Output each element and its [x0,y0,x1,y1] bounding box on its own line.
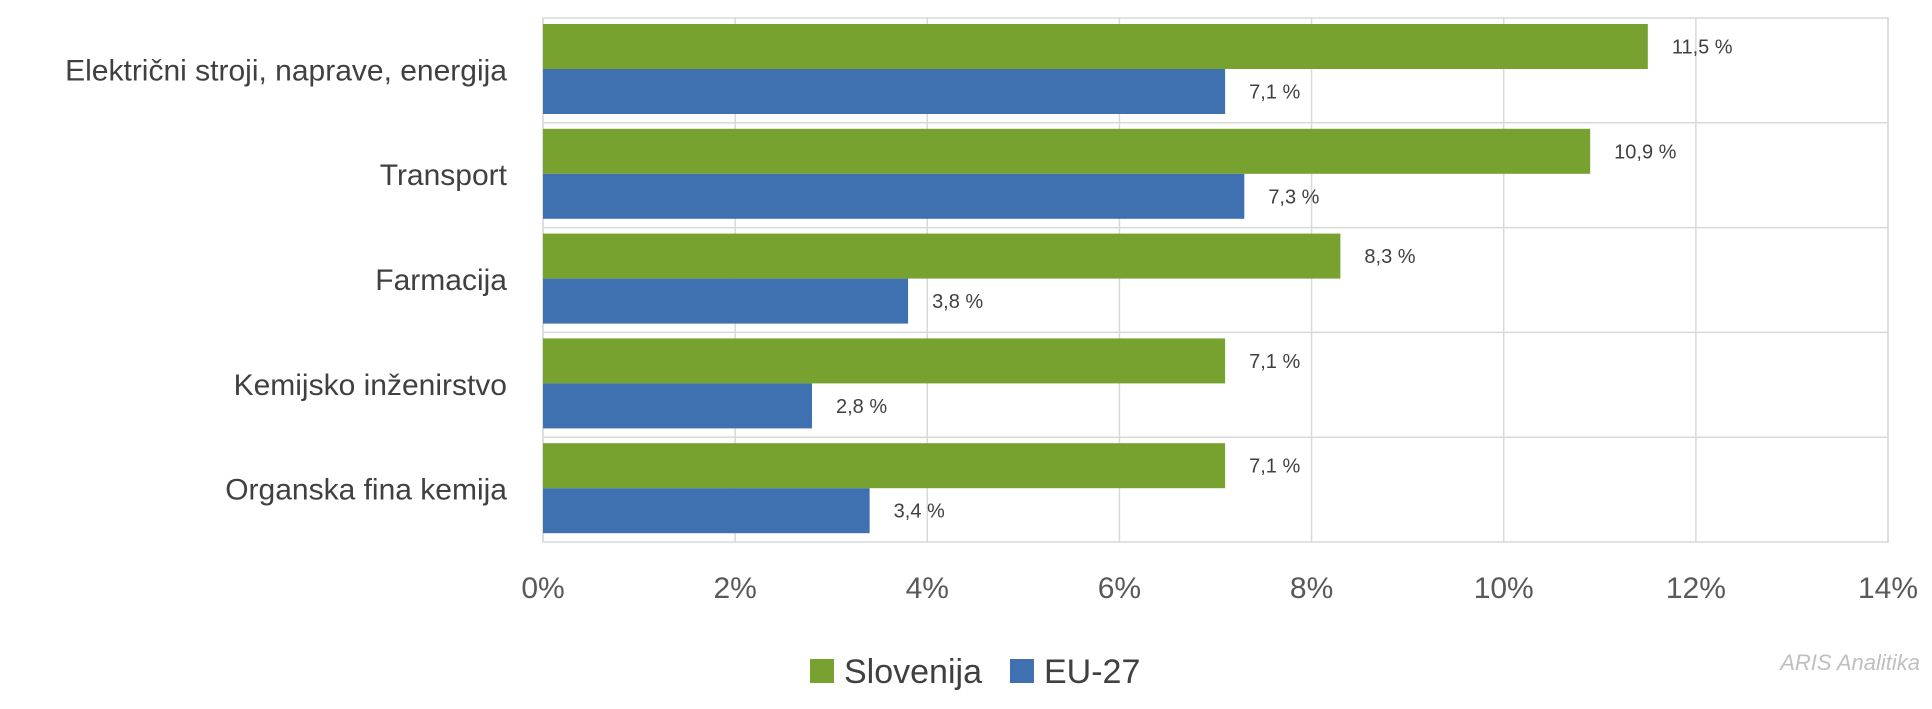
bar-value-label: 7,1 % [1249,351,1300,373]
bar-eu27 [543,278,909,324]
bar-eu27 [543,69,1226,114]
bar-value-label: 3,4 % [894,501,945,523]
x-tick-label: 4% [906,572,949,605]
x-tick-label: 14% [1858,572,1918,605]
category-label: Organska fina kemija [225,474,507,507]
bar-eu27 [543,173,1245,219]
bar-value-label: 7,1 % [1249,82,1300,104]
legend: Slovenija EU-27 [810,653,1140,691]
bar-value-label: 7,1 % [1249,456,1300,478]
watermark: ARIS Analitika [1778,650,1920,675]
data-labels: 11,5 % 7,1 % 10,9 % 7,3 % 8,3 % 3,8 % 7,1 % 2,8… [836,37,1733,523]
bar-value-label: 10,9 % [1614,141,1676,163]
bar-value-label: 7,3 % [1268,186,1319,208]
legend-swatch [810,659,834,683]
x-tick-label: 12% [1666,572,1726,605]
legend-swatch [1009,659,1034,683]
x-tick-label: 8% [1290,572,1333,605]
x-tick-label: 6% [1098,572,1141,605]
category-label: Kemijsko inženirstvo [234,369,507,402]
x-tick-label: 2% [713,572,756,605]
bar-value-label: 8,3 % [1364,246,1415,268]
category-label: Transport [380,159,508,192]
bar-value-label: 3,8 % [932,291,983,313]
bar-eu27 [543,488,870,534]
legend-label: Slovenija [844,653,982,691]
bars [543,24,1648,534]
bar-slovenija [543,338,1226,384]
bar-slovenija [543,24,1648,69]
x-axis-ticks: 0% 2% 4% 6% 8% 10% 12% 14% [521,572,1918,605]
bar-value-label: 2,8 % [836,396,887,418]
category-label: Električni stroji, naprave, energija [65,54,507,87]
category-label: Farmacija [375,264,507,297]
x-tick-label: 0% [521,572,564,605]
category-labels: Električni stroji, naprave, energija Tran… [65,54,508,506]
bar-slovenija [543,128,1591,174]
bar-value-label: 11,5 % [1672,37,1733,59]
bar-slovenija [543,233,1341,279]
x-tick-label: 10% [1474,572,1534,605]
legend-label: EU-27 [1044,653,1140,691]
bar-eu27 [543,383,812,429]
bar-slovenija [543,443,1226,489]
